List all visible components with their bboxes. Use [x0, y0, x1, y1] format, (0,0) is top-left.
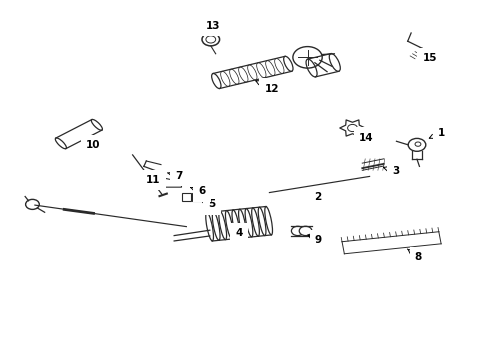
Circle shape: [206, 36, 216, 43]
Bar: [192, 193, 201, 201]
Circle shape: [292, 226, 304, 235]
Circle shape: [415, 142, 421, 146]
Circle shape: [25, 199, 39, 210]
Ellipse shape: [219, 211, 226, 240]
Circle shape: [347, 125, 357, 132]
Ellipse shape: [252, 208, 259, 236]
Ellipse shape: [239, 209, 246, 238]
Ellipse shape: [206, 213, 214, 241]
Text: 14: 14: [358, 132, 373, 143]
Circle shape: [202, 33, 220, 46]
Text: 4: 4: [236, 228, 243, 238]
Ellipse shape: [232, 210, 240, 238]
Ellipse shape: [225, 211, 233, 239]
Text: 15: 15: [422, 53, 437, 63]
Text: 8: 8: [407, 249, 422, 262]
Circle shape: [293, 46, 322, 68]
Text: 6: 6: [191, 186, 206, 197]
Text: 12: 12: [256, 81, 279, 94]
Ellipse shape: [212, 212, 220, 240]
Text: 10: 10: [86, 140, 101, 150]
Ellipse shape: [258, 207, 266, 235]
Bar: [182, 193, 191, 201]
Text: 11: 11: [146, 175, 160, 185]
Circle shape: [299, 226, 312, 235]
Text: 13: 13: [206, 21, 220, 31]
Text: 5: 5: [200, 199, 216, 210]
Ellipse shape: [245, 208, 253, 237]
Circle shape: [408, 138, 426, 151]
Text: 9: 9: [308, 235, 322, 245]
Text: 1: 1: [429, 128, 445, 138]
Text: 2: 2: [314, 192, 321, 202]
Ellipse shape: [265, 207, 272, 235]
Text: 7: 7: [168, 171, 183, 181]
Text: 3: 3: [384, 166, 399, 176]
